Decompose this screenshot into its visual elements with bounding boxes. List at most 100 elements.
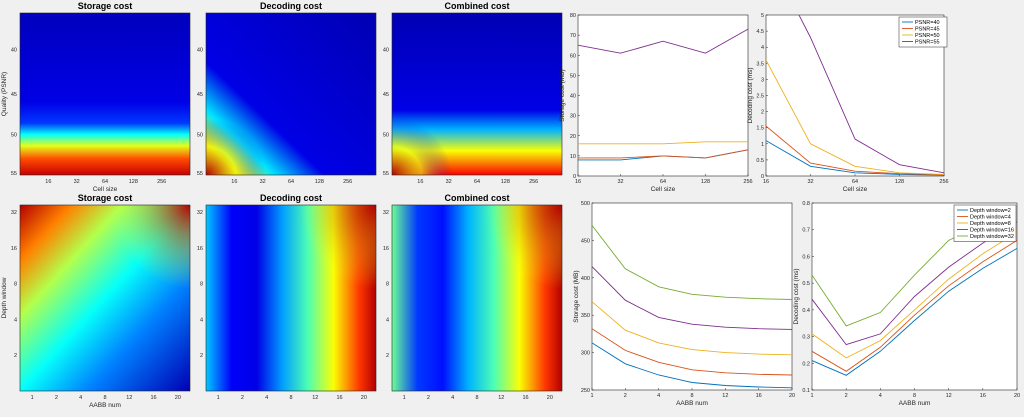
plot-border: [391, 12, 563, 176]
legend-entry: Depth window=2: [970, 208, 1011, 214]
y-tick-label: 400: [581, 276, 590, 282]
y-tick-label: 45: [197, 92, 203, 98]
y-tick-label: 32: [197, 210, 203, 216]
y-tick-label: 0.3: [802, 335, 810, 341]
y-tick-label: 2.5: [756, 94, 764, 100]
x-tick-label: 12: [722, 393, 728, 399]
plot-border: [391, 204, 563, 392]
y-tick-label: 2: [14, 353, 17, 359]
x-tick-label: 12: [312, 395, 318, 401]
x-tick-label: 16: [980, 393, 986, 399]
x-axis-label: AABB num: [899, 400, 931, 407]
y-axis-label: Decoding cost (ms): [793, 269, 800, 325]
legend-entry: PSNR=55: [915, 40, 940, 46]
x-tick-label: 16: [523, 395, 529, 401]
x-tick-label: 128: [501, 179, 510, 185]
y-tick-label: 20: [570, 134, 576, 140]
x-tick-label: 2: [845, 393, 848, 399]
x-tick-label: 12: [498, 395, 504, 401]
y-tick-label: 3: [761, 77, 764, 83]
x-tick-label: 4: [657, 393, 660, 399]
plot-border: [205, 204, 377, 392]
y-tick-label: 16: [11, 246, 17, 252]
x-tick-label: 32: [260, 179, 266, 185]
y-tick-label: 4: [200, 317, 203, 323]
chart-title: Storage cost: [78, 1, 133, 11]
heatmap-cells: [20, 13, 190, 175]
x-axis-label: Cell size: [651, 186, 676, 193]
x-tick-label: 2: [241, 395, 244, 401]
y-axis-label: Quality (PSNR): [1, 72, 8, 116]
x-tick-label: 64: [852, 179, 858, 185]
x-tick-label: 20: [789, 393, 795, 399]
series-line: [766, 59, 944, 175]
x-tick-label: 64: [102, 179, 108, 185]
y-tick-label: 0.8: [802, 201, 810, 207]
x-tick-label: 8: [289, 395, 292, 401]
plot-area: [591, 202, 793, 391]
x-tick-label: 16: [151, 395, 157, 401]
x-tick-label: 8: [103, 395, 106, 401]
y-tick-label: 32: [383, 210, 389, 216]
chart-title: Storage cost: [78, 193, 133, 203]
x-tick-label: 2: [55, 395, 58, 401]
legend-entry: Depth window=32: [970, 234, 1014, 240]
y-tick-label: 2: [386, 353, 389, 359]
plot-area: [577, 14, 749, 177]
y-tick-label: 45: [11, 92, 17, 98]
plot-border: [205, 12, 377, 176]
y-tick-label: 250: [581, 388, 590, 394]
y-tick-label: 40: [383, 48, 389, 54]
x-tick-label: 4: [265, 395, 268, 401]
x-tick-label: 16: [45, 179, 51, 185]
series-line: [812, 240, 1017, 372]
x-tick-label: 16: [763, 179, 769, 185]
y-tick-label: 50: [383, 133, 389, 139]
x-tick-label: 256: [529, 179, 538, 185]
y-tick-label: 0: [573, 174, 576, 180]
x-tick-label: 20: [361, 395, 367, 401]
legend-entry: PSNR=45: [915, 27, 940, 33]
series-line: [812, 232, 1017, 359]
x-tick-label: 64: [288, 179, 294, 185]
y-tick-label: 16: [197, 246, 203, 252]
x-tick-label: 32: [74, 179, 80, 185]
x-tick-label: 8: [913, 393, 916, 399]
x-tick-label: 1: [403, 395, 406, 401]
heatmap-chart: Decoding cost 16 32 64 128 256 40 45 50 55: [197, 1, 377, 185]
y-tick-label: 4: [14, 317, 17, 323]
y-tick-label: 32: [11, 210, 17, 216]
series-line: [592, 301, 792, 356]
x-axis-label: Cell size: [843, 186, 868, 193]
x-tick-label: 4: [79, 395, 82, 401]
legend-entry: PSNR=50: [915, 33, 940, 39]
y-axis-label: Storage cost (MB): [559, 69, 566, 121]
y-tick-label: 5: [761, 13, 764, 19]
y-tick-label: 30: [570, 114, 576, 120]
y-tick-label: 1: [761, 142, 764, 148]
legend-entry: PSNR=40: [915, 20, 940, 26]
legend-entry: Depth window=4: [970, 215, 1011, 221]
y-tick-label: 450: [581, 238, 590, 244]
series-line: [578, 141, 748, 145]
y-tick-label: 80: [570, 13, 576, 19]
x-axis-label: Cell size: [93, 186, 118, 193]
line-chart: 16 32 64 128 256 0 0.5 1 1.5 2 2.5 3 3.5 4 4.5 5 Cell si…: [747, 13, 949, 193]
series-line: [592, 342, 792, 389]
heatmap-hotspot: [392, 205, 562, 391]
y-tick-label: 4: [386, 317, 389, 323]
x-tick-label: 32: [807, 179, 813, 185]
x-tick-label: 32: [446, 179, 452, 185]
x-tick-label: 1: [810, 393, 813, 399]
y-tick-label: 3.5: [756, 61, 764, 67]
x-axis-label: AABB num: [89, 402, 121, 409]
y-tick-label: 0.6: [802, 254, 810, 260]
y-tick-label: 500: [581, 201, 590, 207]
y-tick-label: 50: [197, 133, 203, 139]
y-tick-label: 4.5: [756, 29, 764, 35]
heatmap-hotspot: [20, 205, 190, 391]
